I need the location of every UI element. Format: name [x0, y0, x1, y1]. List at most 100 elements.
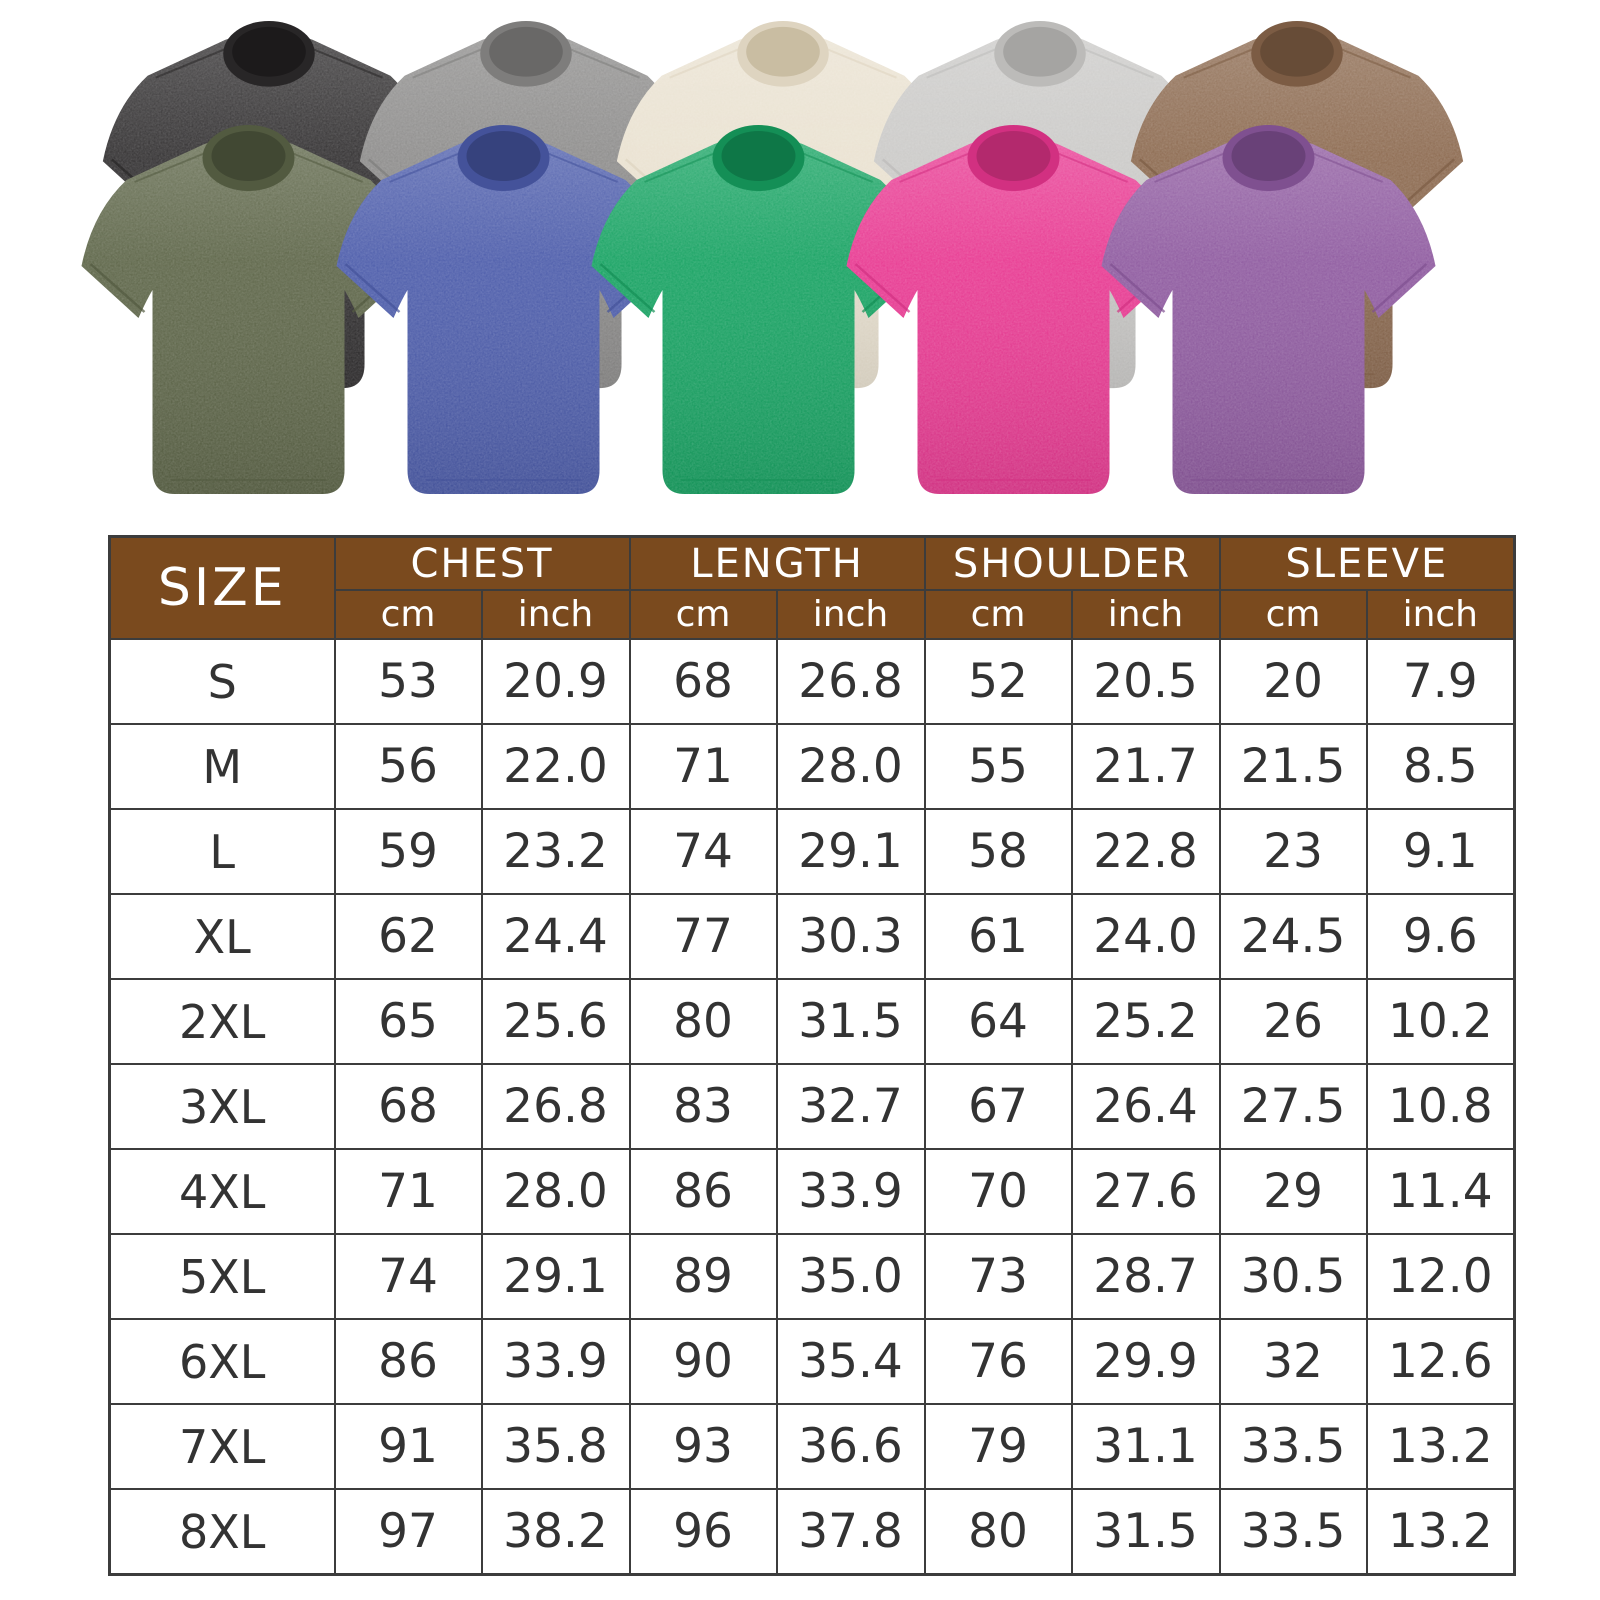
- measure-cell: 35.0: [775, 1233, 926, 1320]
- table-row: 6XL 86 33.9 90 35.4 76 29.9 32 12.6: [108, 1318, 1516, 1405]
- table-row: 2XL 65 25.6 80 31.5 64 25.2 26 10.2: [108, 978, 1516, 1065]
- table-row: 8XL 97 38.2 96 37.8 80 31.5 33.5 13.2: [108, 1488, 1516, 1576]
- measure-cell: 31.5: [775, 978, 926, 1065]
- measure-cell: 22.0: [480, 723, 631, 810]
- measure-cell: 13.2: [1365, 1403, 1516, 1490]
- measure-cell: 27.6: [1070, 1148, 1221, 1235]
- measure-cell: 10.2: [1365, 978, 1516, 1065]
- measure-cell: 29: [1218, 1148, 1368, 1235]
- size-cell: 5XL: [108, 1233, 336, 1320]
- table-row: 3XL 68 26.8 83 32.7 67 26.4 27.5 10.8: [108, 1063, 1516, 1150]
- measure-cell: 80: [923, 1488, 1073, 1576]
- measure-cell: 25.6: [480, 978, 631, 1065]
- unit-sleeve-inch: inch: [1365, 589, 1516, 640]
- measure-cell: 9.6: [1365, 893, 1516, 980]
- measure-cell: 71: [333, 1148, 483, 1235]
- measure-cell: 9.1: [1365, 808, 1516, 895]
- measure-cell: 73: [923, 1233, 1073, 1320]
- measure-cell: 89: [628, 1233, 778, 1320]
- measure-cell: 26.8: [775, 638, 926, 725]
- measure-cell: 22.8: [1070, 808, 1221, 895]
- measure-cell: 31.5: [1070, 1488, 1221, 1576]
- table-header-row: SIZE CHEST LENGTH SHOULDER SLEEVE: [108, 535, 1516, 640]
- measure-cell: 24.5: [1218, 893, 1368, 980]
- tshirt-purple: [1096, 118, 1441, 518]
- measure-cell: 62: [333, 893, 483, 980]
- size-cell: 8XL: [108, 1488, 336, 1576]
- unit-chest-inch: inch: [480, 589, 631, 640]
- measure-cell: 32: [1218, 1318, 1368, 1405]
- measure-cell: 35.4: [775, 1318, 926, 1405]
- table-row: XL 62 24.4 77 30.3 61 24.0 24.5 9.6: [108, 893, 1516, 980]
- measure-cell: 90: [628, 1318, 778, 1405]
- sleeve-column-header: SLEEVE: [1218, 535, 1516, 591]
- measure-cell: 77: [628, 893, 778, 980]
- measure-cell: 30.5: [1218, 1233, 1368, 1320]
- measure-cell: 33.9: [775, 1148, 926, 1235]
- table-row: 4XL 71 28.0 86 33.9 70 27.6 29 11.4: [108, 1148, 1516, 1235]
- measure-cell: 83: [628, 1063, 778, 1150]
- measure-cell: 96: [628, 1488, 778, 1576]
- measure-cell: 28.0: [480, 1148, 631, 1235]
- measure-cell: 23: [1218, 808, 1368, 895]
- measure-cell: 26.4: [1070, 1063, 1221, 1150]
- measure-cell: 91: [333, 1403, 483, 1490]
- size-cell: 2XL: [108, 978, 336, 1065]
- measure-cell: 26: [1218, 978, 1368, 1065]
- measure-cell: 56: [333, 723, 483, 810]
- measure-cell: 10.8: [1365, 1063, 1516, 1150]
- measure-cell: 12.6: [1365, 1318, 1516, 1405]
- size-cell: L: [108, 808, 336, 895]
- chest-column-header: CHEST: [333, 535, 631, 591]
- table-row: 7XL 91 35.8 93 36.6 79 31.1 33.5 13.2: [108, 1403, 1516, 1490]
- measure-cell: 37.8: [775, 1488, 926, 1576]
- unit-length-cm: cm: [628, 589, 778, 640]
- measure-cell: 29.1: [775, 808, 926, 895]
- measure-cell: 20.9: [480, 638, 631, 725]
- size-cell: 4XL: [108, 1148, 336, 1235]
- size-cell: 6XL: [108, 1318, 336, 1405]
- measure-cell: 25.2: [1070, 978, 1221, 1065]
- size-cell: XL: [108, 893, 336, 980]
- length-column-header: LENGTH: [628, 535, 926, 591]
- measure-cell: 38.2: [480, 1488, 631, 1576]
- measure-cell: 68: [333, 1063, 483, 1150]
- size-cell: 7XL: [108, 1403, 336, 1490]
- size-cell: M: [108, 723, 336, 810]
- size-chart-table: SIZE CHEST LENGTH SHOULDER SLEEVE cm inc…: [108, 535, 1517, 1576]
- measure-cell: 24.4: [480, 893, 631, 980]
- measure-cell: 28.0: [775, 723, 926, 810]
- measure-cell: 36.6: [775, 1403, 926, 1490]
- table-row: S 53 20.9 68 26.8 52 20.5 20 7.9: [108, 638, 1516, 725]
- measure-cell: 53: [333, 638, 483, 725]
- measure-cell: 97: [333, 1488, 483, 1576]
- measure-cell: 27.5: [1218, 1063, 1368, 1150]
- size-cell: S: [108, 638, 336, 725]
- measure-cell: 13.2: [1365, 1488, 1516, 1576]
- measure-cell: 86: [333, 1318, 483, 1405]
- measure-cell: 76: [923, 1318, 1073, 1405]
- measure-cell: 58: [923, 808, 1073, 895]
- measure-cell: 20: [1218, 638, 1368, 725]
- measure-cell: 8.5: [1365, 723, 1516, 810]
- measure-cell: 7.9: [1365, 638, 1516, 725]
- measure-cell: 70: [923, 1148, 1073, 1235]
- measure-cell: 79: [923, 1403, 1073, 1490]
- measure-cell: 86: [628, 1148, 778, 1235]
- measure-cell: 33.5: [1218, 1488, 1368, 1576]
- measure-cell: 55: [923, 723, 1073, 810]
- measure-cell: 67: [923, 1063, 1073, 1150]
- measure-cell: 35.8: [480, 1403, 631, 1490]
- measure-cell: 80: [628, 978, 778, 1065]
- measure-cell: 68: [628, 638, 778, 725]
- table-units-row: cm inch cm inch cm inch cm inch: [110, 589, 1516, 640]
- table-row: L 59 23.2 74 29.1 58 22.8 23 9.1: [108, 808, 1516, 895]
- table-row: M 56 22.0 71 28.0 55 21.7 21.5 8.5: [108, 723, 1516, 810]
- measure-cell: 21.5: [1218, 723, 1368, 810]
- measure-cell: 61: [923, 893, 1073, 980]
- unit-shoulder-inch: inch: [1070, 589, 1221, 640]
- table-row: 5XL 74 29.1 89 35.0 73 28.7 30.5 12.0: [108, 1233, 1516, 1320]
- unit-length-inch: inch: [775, 589, 926, 640]
- measure-cell: 21.7: [1070, 723, 1221, 810]
